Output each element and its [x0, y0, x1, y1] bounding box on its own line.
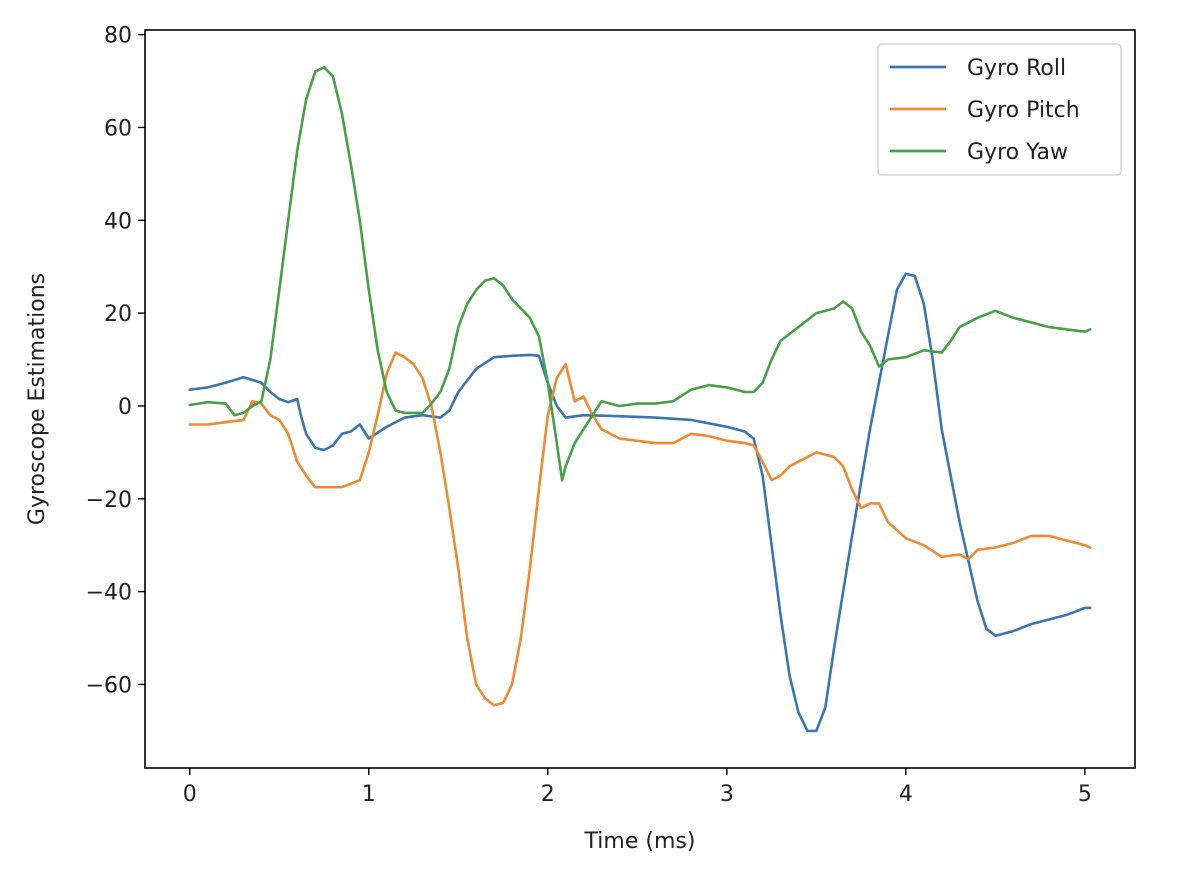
y-tick-label: 60 — [104, 116, 132, 141]
series-line-gyro-roll — [188, 272, 1092, 733]
y-tick-label: −20 — [86, 488, 132, 513]
plot-area — [144, 29, 1136, 769]
legend-label: Gyro Roll — [967, 56, 1066, 81]
series-layer — [188, 65, 1092, 733]
series-line-gyro-pitch — [188, 351, 1092, 707]
x-tick-label: 1 — [362, 782, 376, 807]
legend-label: Gyro Pitch — [967, 98, 1080, 123]
y-tick-label: −60 — [86, 673, 132, 698]
x-tick-label: 5 — [1078, 782, 1092, 807]
legend-label: Gyro Yaw — [967, 140, 1068, 165]
y-tick-label: 80 — [104, 24, 132, 49]
x-tick-label: 3 — [720, 782, 734, 807]
legend-box — [877, 43, 1122, 176]
y-tick-label: −40 — [86, 581, 132, 606]
x-axis-ticks: 0 1 2 3 4 5 — [183, 768, 1092, 807]
plot-frame — [144, 29, 1136, 769]
y-tick-label: 40 — [104, 209, 132, 234]
y-axis-label: Gyroscope Estimations — [25, 273, 50, 525]
y-tick-label: 20 — [104, 302, 132, 327]
x-tick-label: 4 — [899, 782, 913, 807]
y-axis-ticks: −60 −40 −20 0 20 40 60 80 — [86, 24, 145, 698]
series-line-gyro-yaw — [188, 65, 1092, 482]
x-tick-label: 2 — [541, 782, 555, 807]
y-tick-label: 0 — [118, 395, 132, 420]
legend: Gyro Roll Gyro Pitch Gyro Yaw — [877, 43, 1122, 176]
x-axis-label: Time (ms) — [584, 829, 696, 854]
x-tick-label: 0 — [183, 782, 197, 807]
